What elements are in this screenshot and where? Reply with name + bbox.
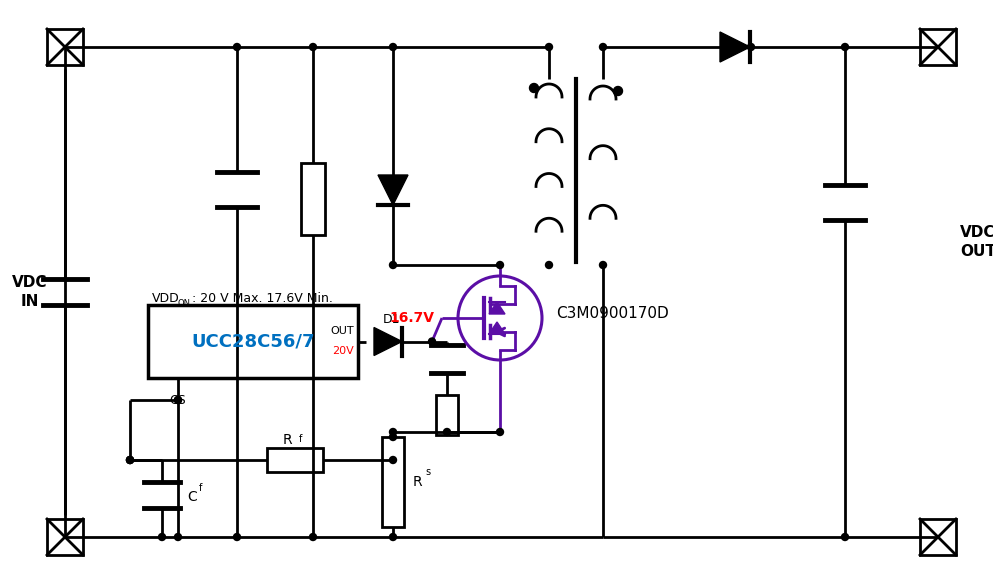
Circle shape	[389, 428, 396, 435]
Circle shape	[310, 44, 317, 51]
Text: VDD: VDD	[152, 293, 180, 306]
Circle shape	[444, 428, 451, 435]
Text: 16.7V: 16.7V	[389, 311, 435, 325]
Bar	[382, 437, 404, 527]
Text: CS: CS	[170, 393, 187, 406]
Text: f: f	[299, 434, 303, 444]
Text: VDC
OUT: VDC OUT	[960, 225, 993, 259]
Circle shape	[175, 396, 182, 403]
Circle shape	[389, 261, 396, 268]
Bar	[436, 395, 458, 435]
Circle shape	[600, 44, 607, 51]
Text: R: R	[282, 433, 292, 447]
Polygon shape	[720, 32, 750, 62]
Circle shape	[748, 44, 755, 51]
Circle shape	[496, 261, 503, 268]
Bar	[920, 29, 956, 65]
Circle shape	[389, 534, 396, 541]
Text: s: s	[425, 467, 430, 477]
Circle shape	[310, 534, 317, 541]
Text: D1: D1	[383, 313, 401, 326]
Text: ON: ON	[178, 299, 191, 307]
Circle shape	[545, 44, 552, 51]
Circle shape	[389, 456, 396, 463]
Circle shape	[126, 456, 133, 463]
Bar	[47, 519, 83, 555]
Circle shape	[429, 338, 436, 345]
Circle shape	[389, 44, 396, 51]
Polygon shape	[374, 328, 402, 356]
Circle shape	[159, 534, 166, 541]
Text: C3M0900170D: C3M0900170D	[556, 306, 668, 321]
Polygon shape	[489, 322, 505, 334]
Text: R: R	[413, 475, 423, 489]
Bar	[301, 163, 325, 235]
Circle shape	[233, 534, 240, 541]
Circle shape	[529, 83, 538, 93]
Circle shape	[126, 456, 133, 463]
Circle shape	[600, 261, 607, 268]
Circle shape	[126, 456, 133, 463]
Circle shape	[545, 261, 552, 268]
Text: VDC
IN: VDC IN	[12, 275, 48, 309]
Circle shape	[175, 534, 182, 541]
Text: UCC28C56/7: UCC28C56/7	[192, 332, 315, 350]
Text: OUT: OUT	[331, 327, 354, 336]
Text: 20V: 20V	[333, 346, 354, 357]
Circle shape	[614, 87, 623, 95]
Circle shape	[389, 434, 396, 441]
Circle shape	[233, 44, 240, 51]
Text: C: C	[187, 490, 197, 504]
Circle shape	[841, 534, 848, 541]
Polygon shape	[378, 175, 408, 205]
Bar	[267, 448, 323, 472]
Text: f: f	[199, 483, 203, 493]
Circle shape	[841, 44, 848, 51]
Circle shape	[175, 396, 182, 403]
Bar	[920, 519, 956, 555]
Polygon shape	[489, 302, 505, 314]
Text: : 20 V Max. 17.6V Min.: : 20 V Max. 17.6V Min.	[192, 293, 333, 306]
Bar	[47, 29, 83, 65]
Circle shape	[496, 428, 503, 435]
Bar	[148, 305, 358, 378]
